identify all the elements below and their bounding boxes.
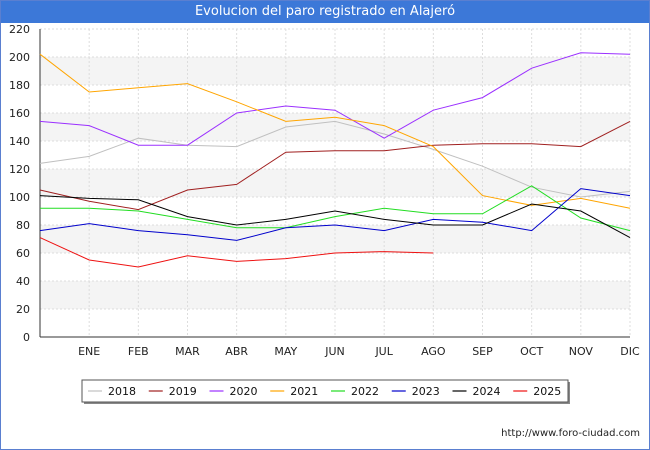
x-tick-label: DIC (620, 345, 640, 358)
y-tick-label: 100 (9, 191, 30, 204)
legend-label-2022: 2022 (351, 385, 379, 398)
legend-label-2024: 2024 (473, 385, 501, 398)
legend-label-2025: 2025 (533, 385, 561, 398)
x-tick-label: FEB (128, 345, 149, 358)
series-line-2021 (39, 53, 631, 209)
chart-title: Evolucion del paro registrado en Alajeró (1, 1, 649, 23)
legend-box (81, 379, 569, 403)
x-tick-label: ABR (225, 345, 248, 358)
x-tick-label: JUN (324, 345, 345, 358)
legend-label-2020: 2020 (230, 385, 258, 398)
y-tick-label: 200 (9, 51, 30, 64)
y-tick-labels: 0 20 40 60 80 100 120 140 160 180 200 220 (9, 23, 30, 344)
x-tick-label: OCT (520, 345, 543, 358)
axes (39, 29, 630, 338)
y-tick-label: 60 (16, 247, 30, 260)
gridlines (40, 28, 631, 338)
y-tick-label: 0 (23, 331, 30, 344)
y-tick-label: 220 (9, 23, 30, 36)
series-line-2024 (39, 195, 631, 239)
x-tick-label: NOV (569, 345, 594, 358)
x-tick-label: MAY (274, 345, 297, 358)
legend-label-2021: 2021 (290, 385, 318, 398)
y-tick-label: 160 (9, 107, 30, 120)
y-tick-label: 180 (9, 79, 30, 92)
y-tick-label: 140 (9, 135, 30, 148)
x-tick-label: ENE (78, 345, 100, 358)
x-tick-labels: ENE FEB MAR ABR MAY JUN JUL AGO SEP OCT NOV DIC (78, 345, 640, 358)
series-line-2023 (39, 188, 631, 241)
legend-label-2019: 2019 (169, 385, 197, 398)
series-line-2022 (40, 185, 631, 232)
x-tick-label: JUL (374, 345, 393, 358)
series-line-2018 (39, 120, 631, 198)
series-line-2025 (39, 237, 434, 268)
source-footer: http://www.foro-ciudad.com (501, 428, 640, 439)
legend-label-2023: 2023 (412, 385, 440, 398)
x-tick-label: MAR (175, 345, 200, 358)
series-line-2020 (39, 52, 631, 146)
series-lines (39, 52, 631, 268)
y-tick-label: 20 (16, 303, 30, 316)
x-tick-label: AGO (421, 345, 446, 358)
legend-label-2018: 2018 (108, 385, 136, 398)
legend: 2018 2019 2020 2021 2022 2023 2024 2025 (81, 379, 570, 404)
y-tick-label: 40 (16, 275, 30, 288)
x-tick-label: SEP (472, 345, 493, 358)
y-tick-label: 80 (16, 219, 30, 232)
series-line-2019 (39, 120, 631, 211)
y-tick-label: 120 (9, 163, 30, 176)
